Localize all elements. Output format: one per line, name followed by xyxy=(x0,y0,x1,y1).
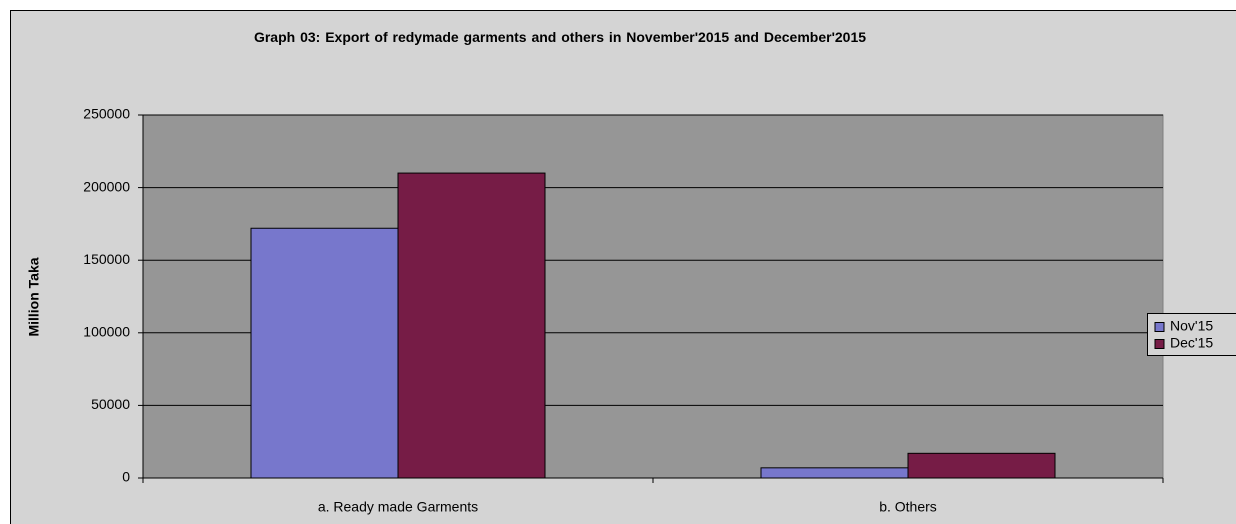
y-tick-label: 250000 xyxy=(83,106,130,122)
bar xyxy=(250,227,399,479)
x-tick-label: a. Ready made Garments xyxy=(318,499,478,515)
legend-swatch xyxy=(1154,339,1165,349)
bar xyxy=(907,452,1056,479)
bar xyxy=(397,172,546,479)
y-axis-label: Million Taka xyxy=(26,257,42,336)
y-tick-label: 100000 xyxy=(83,324,130,340)
legend-label: Nov'15 xyxy=(1170,318,1213,334)
y-tick-label: 0 xyxy=(122,469,130,485)
y-tick-label: 200000 xyxy=(83,178,130,194)
x-tick-label: b. Others xyxy=(879,499,937,515)
chart-title: Graph 03: Export of redymade garments an… xyxy=(253,29,867,45)
y-tick-label: 150000 xyxy=(83,251,130,267)
bar xyxy=(760,467,909,479)
legend-label: Dec'15 xyxy=(1170,335,1213,351)
legend-swatch xyxy=(1154,322,1165,332)
y-tick-label: 50000 xyxy=(91,396,130,412)
